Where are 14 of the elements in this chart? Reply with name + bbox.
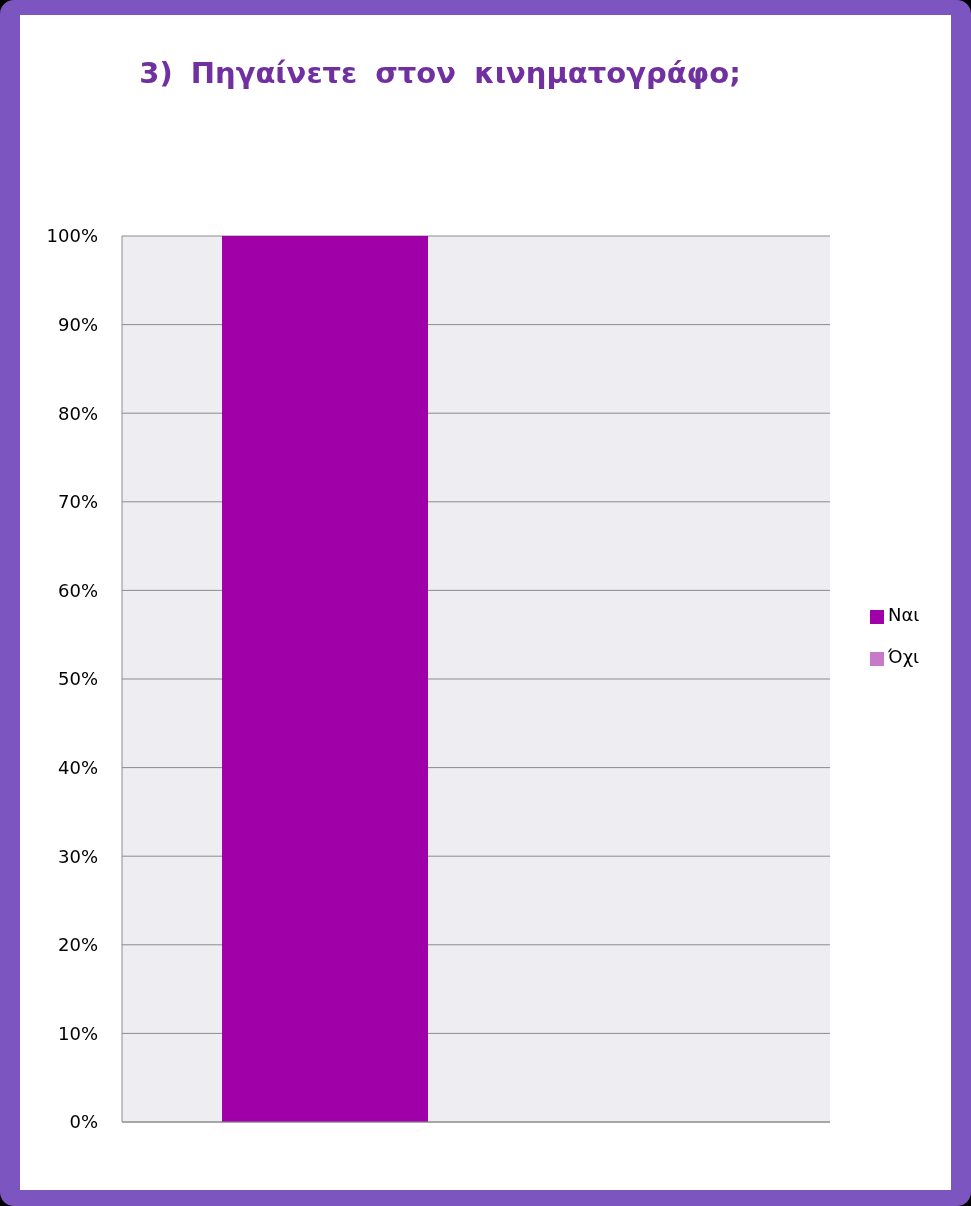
legend-label: Ναι <box>888 604 920 625</box>
y-tick-label: 30% <box>57 845 98 867</box>
y-tick-label: 40% <box>57 756 98 778</box>
y-tick-label: 0% <box>69 1111 98 1133</box>
y-tick-label: 20% <box>57 934 98 956</box>
y-tick-label: 80% <box>57 402 98 424</box>
legend-label: Όχι <box>888 646 920 667</box>
y-tick-label: 50% <box>57 668 98 690</box>
y-tick-label: 60% <box>57 579 98 601</box>
chart-title: 3) Πηγαίνετε στον κινηματογράφο; <box>138 56 742 90</box>
y-tick-label: 10% <box>57 1022 98 1044</box>
y-tick-label: 90% <box>57 313 98 335</box>
y-tick-label: 70% <box>57 491 98 513</box>
y-tick-label: 100% <box>46 225 98 247</box>
